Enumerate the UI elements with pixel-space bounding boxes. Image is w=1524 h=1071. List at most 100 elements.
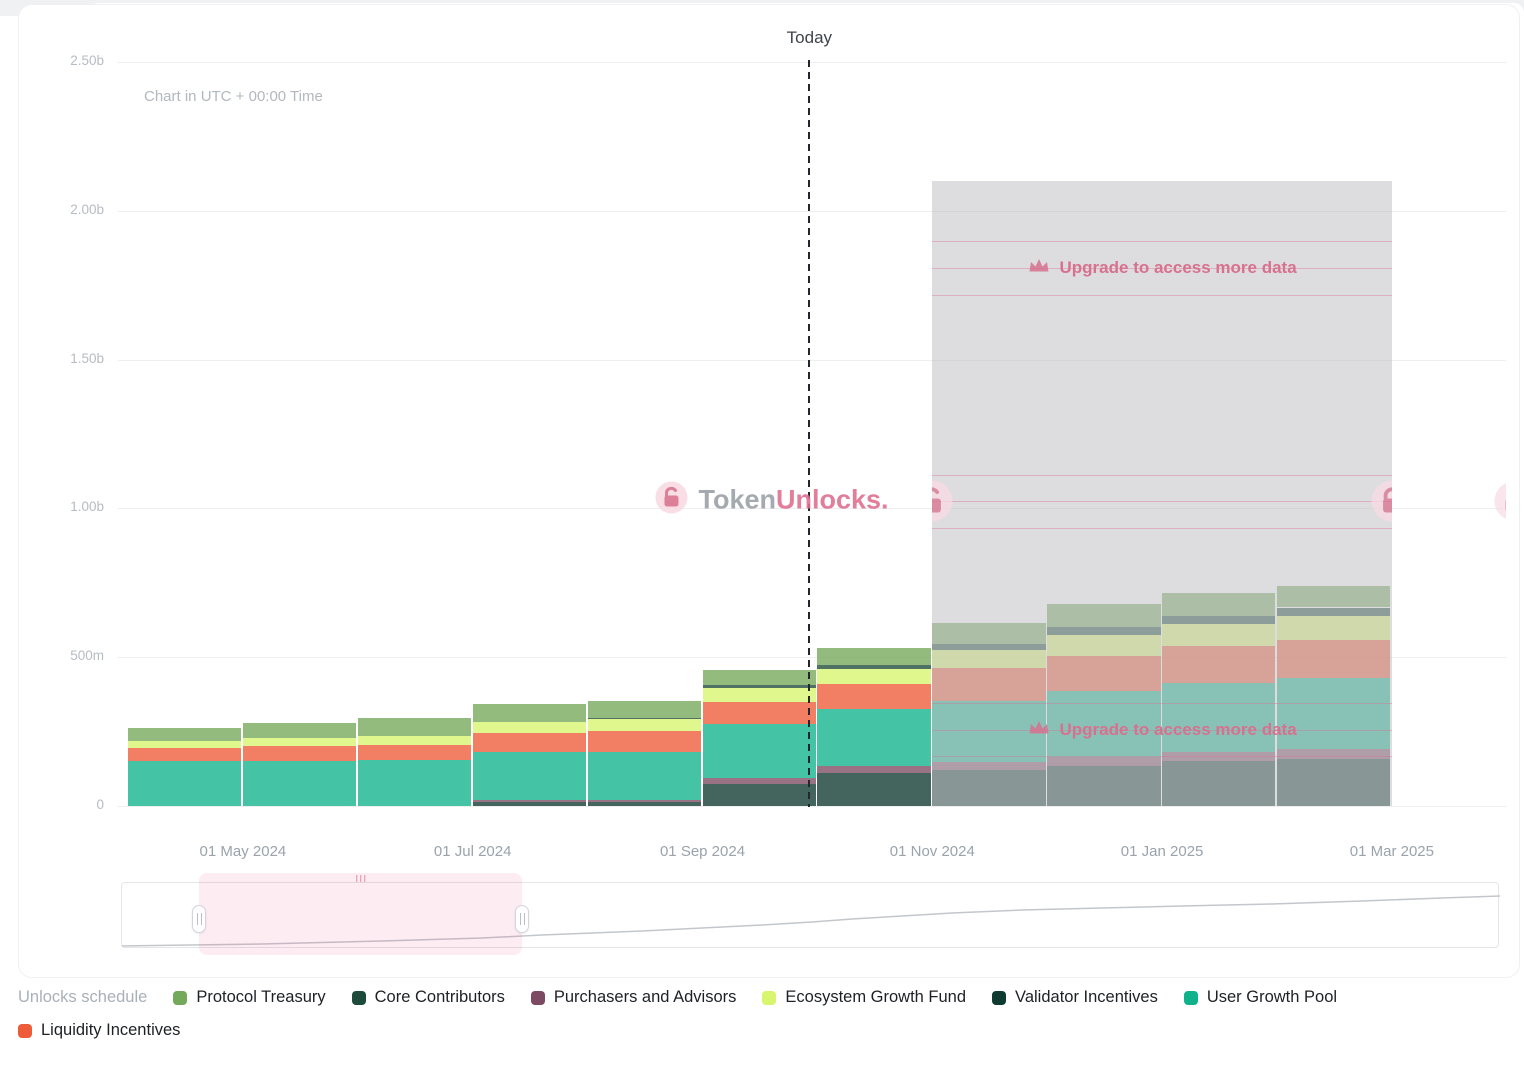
legend-item-validator-incentives[interactable]: Validator Incentives	[992, 988, 1158, 1007]
bar-segment-liquidity-incentives[interactable]	[817, 683, 931, 710]
x-axis-label: 01 Nov 2024	[889, 843, 975, 860]
legend-swatch	[351, 990, 366, 1005]
bar-segment-core-contributors[interactable]	[587, 717, 701, 720]
legend-item-user-growth-pool[interactable]: User Growth Pool	[1183, 988, 1337, 1007]
brush-handle-right[interactable]	[515, 905, 529, 933]
x-axis-label: 01 Sep 2024	[659, 843, 746, 860]
bar-segment-ecosystem-growth-fund[interactable]	[242, 738, 357, 747]
watermark-text-pink: Unlocks.	[775, 484, 889, 515]
legend-item-purchasers-and-advisors[interactable]: Purchasers and Advisors	[530, 988, 736, 1007]
upgrade-text: Upgrade to access more data	[1059, 720, 1297, 740]
bar-segment-ecosystem-growth-fund[interactable]	[702, 688, 816, 702]
brush-top-grip[interactable]	[355, 875, 366, 882]
crown-icon	[1028, 719, 1050, 741]
watermark-logo-right-edge	[1369, 478, 1392, 529]
y-axis-label: 2.50b	[70, 53, 104, 68]
y-axis-label: 500m	[70, 648, 104, 664]
bar-segment-protocol-treasury[interactable]	[242, 723, 357, 739]
crown-icon	[1028, 257, 1050, 279]
watermark-line	[932, 756, 1392, 758]
unlocks-chart[interactable]: 0 500m 1.00b 1.50b 2.00b 2.50b 01 May 2024 01 …	[70, 28, 1506, 860]
bar-segment-purchasers-and-advisors[interactable]	[587, 800, 701, 803]
bar-segment-user-growth-pool[interactable]	[817, 709, 931, 766]
bar-segment-validator-incentives[interactable]	[817, 773, 931, 806]
tokenunlocks-logo-icon	[653, 480, 689, 521]
brush-selection[interactable]	[199, 873, 522, 955]
watermark-line	[932, 730, 1392, 732]
bar-segment-protocol-treasury[interactable]	[128, 728, 242, 741]
upgrade-text: Upgrade to access more data	[1059, 258, 1297, 278]
legend: Unlocks schedule Protocol Treasury Core C…	[18, 988, 1514, 1054]
bar-segment-liquidity-incentives[interactable]	[587, 731, 701, 752]
bar-segment-core-contributors[interactable]	[702, 684, 816, 689]
bar-segment-validator-incentives[interactable]	[702, 783, 816, 806]
legend-swatch	[762, 990, 777, 1005]
bar-segment-user-growth-pool[interactable]	[472, 752, 587, 801]
legend-item-core-contributors[interactable]: Core Contributors	[351, 988, 505, 1007]
bar-segment-purchasers-and-advisors[interactable]	[702, 777, 816, 784]
bar-segment-protocol-treasury[interactable]	[817, 648, 931, 665]
bar-segment-user-growth-pool[interactable]	[242, 760, 357, 806]
gridline	[118, 62, 1506, 63]
bar-segment-protocol-treasury[interactable]	[587, 700, 701, 718]
gridline	[118, 210, 1506, 212]
x-axis-label: 01 May 2024	[199, 843, 287, 860]
bar-segment-ecosystem-growth-fund[interactable]	[128, 740, 242, 748]
y-axis-label: 1.00b	[70, 499, 104, 515]
legend-item-label: Core Contributors	[374, 988, 505, 1006]
watermark-line	[932, 241, 1392, 243]
upgrade-banner-bottom[interactable]: Upgrade to access more data	[932, 719, 1392, 741]
brush-handle-left[interactable]	[192, 905, 206, 933]
watermark-text-gray: Token	[698, 484, 776, 515]
bar-segment-user-growth-pool[interactable]	[357, 759, 472, 806]
bar-segment-user-growth-pool[interactable]	[702, 724, 816, 778]
bar-segment-purchasers-and-advisors[interactable]	[472, 800, 587, 803]
watermark-edge-circle-right	[1492, 479, 1506, 528]
brush-overview-curve	[122, 895, 1500, 947]
bar-segment-liquidity-incentives[interactable]	[702, 701, 816, 725]
legend-item-liquidity-incentives[interactable]: Liquidity Incentives	[18, 1021, 180, 1040]
bar-segment-user-growth-pool[interactable]	[128, 761, 242, 806]
bar-segment-purchasers-and-advisors[interactable]	[817, 765, 931, 774]
today-marker-line	[808, 60, 811, 807]
gridline	[118, 806, 1506, 807]
legend-swatch	[173, 990, 188, 1005]
bar-segment-user-growth-pool[interactable]	[587, 751, 701, 801]
bar-segment-validator-incentives[interactable]	[587, 802, 701, 806]
bar-segment-liquidity-incentives[interactable]	[128, 747, 242, 762]
legend-row-1: Unlocks schedule Protocol Treasury Core C…	[18, 988, 1514, 1007]
x-axis-label: 01 Mar 2025	[1349, 843, 1435, 860]
x-axis-label: 01 Jan 2025	[1120, 843, 1204, 860]
watermark-line	[932, 295, 1392, 297]
bar-segment-protocol-treasury[interactable]	[702, 669, 816, 685]
bar-segment-ecosystem-growth-fund[interactable]	[472, 721, 587, 734]
bar-segment-protocol-treasury[interactable]	[357, 718, 472, 737]
legend-item-ecosystem-growth-fund[interactable]: Ecosystem Growth Fund	[762, 988, 966, 1007]
bar-segment-core-contributors[interactable]	[817, 664, 931, 670]
legend-item-protocol-treasury[interactable]: Protocol Treasury	[173, 988, 326, 1007]
legend-item-label: Ecosystem Growth Fund	[785, 988, 967, 1006]
bar-segment-liquidity-incentives[interactable]	[357, 744, 472, 760]
legend-item-label: Liquidity Incentives	[41, 1021, 181, 1039]
bar-segment-liquidity-incentives[interactable]	[242, 746, 357, 761]
bar-segment-liquidity-incentives[interactable]	[472, 733, 587, 753]
bar-segment-protocol-treasury[interactable]	[472, 703, 587, 722]
legend-title: Unlocks schedule	[18, 988, 148, 1006]
legend-swatch	[1183, 990, 1198, 1005]
y-axis-label: 1.50b	[70, 350, 104, 366]
y-axis-label: 2.00b	[70, 201, 104, 217]
watermark-line	[932, 501, 1392, 503]
bar-segment-ecosystem-growth-fund[interactable]	[587, 719, 701, 732]
legend-swatch	[530, 990, 545, 1005]
timezone-note: Chart in UTC + 00:00 Time	[144, 88, 323, 105]
watermark-line	[932, 528, 1392, 530]
bar-segment-ecosystem-growth-fund[interactable]	[357, 736, 472, 745]
bar-segment-validator-incentives[interactable]	[472, 802, 587, 806]
bar-segment-ecosystem-growth-fund[interactable]	[817, 669, 931, 684]
upgrade-banner-top[interactable]: Upgrade to access more data	[932, 257, 1392, 279]
timeline-brush[interactable]	[121, 873, 1500, 955]
today-label: Today	[786, 28, 833, 47]
legend-swatch	[18, 1023, 32, 1038]
chart-card: 0 500m 1.00b 1.50b 2.00b 2.50b 01 May 2024 01 …	[18, 4, 1520, 978]
locked-data-overlay: Upgrade to access more data	[932, 181, 1392, 806]
